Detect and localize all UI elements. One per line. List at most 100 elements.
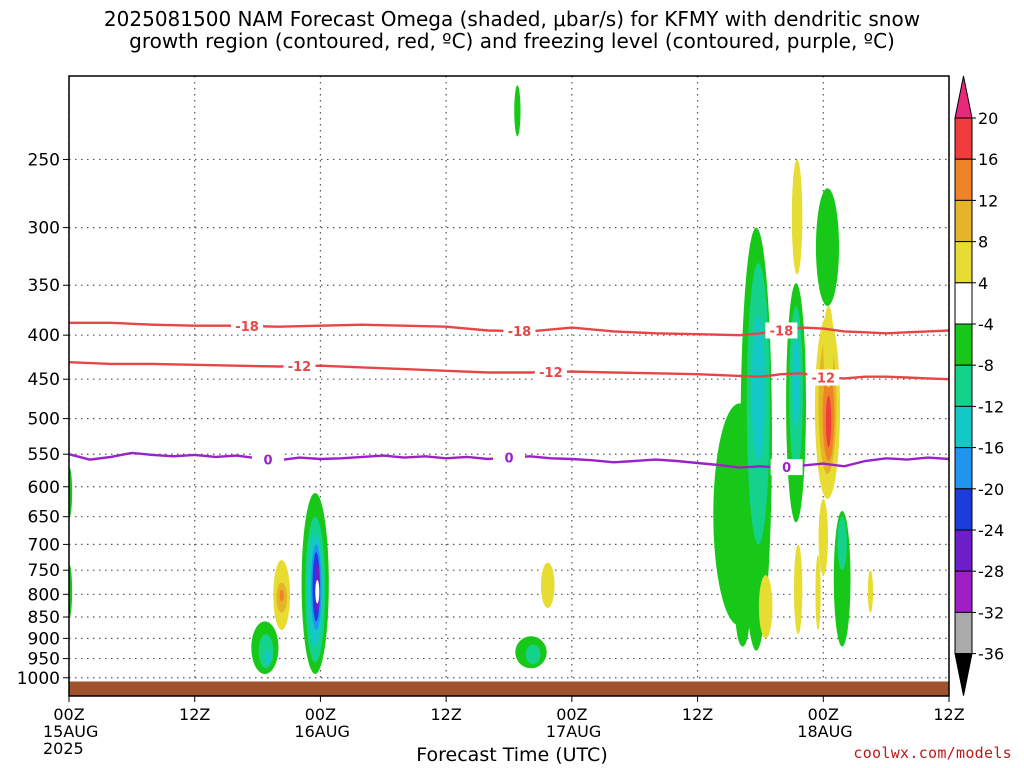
contour-label: 0 (782, 461, 791, 476)
contour-label-bg (770, 459, 803, 476)
ground-fill (69, 681, 949, 696)
contour-label: -12 (288, 360, 312, 375)
x-tick-label: 00Z (808, 705, 839, 724)
x-tick-label: 12Z (430, 705, 461, 724)
colorbar-swatch (954, 529, 973, 572)
y-tick-label: 500 (28, 410, 60, 430)
colorbar-cap-bottom (954, 653, 973, 696)
colorbar-swatch (954, 282, 973, 325)
colorbar-label: -36 (978, 645, 1004, 664)
chart-title-line-2: growth region (contoured, red, ºC) and f… (129, 29, 895, 53)
colorbar-swatch (954, 611, 973, 655)
y-tick-label: 400 (28, 326, 60, 346)
omega-cell (791, 159, 803, 275)
omega-cell (818, 499, 828, 576)
contour-label: -12 (812, 372, 836, 387)
omega-cell (758, 575, 773, 639)
colorbar-label: -8 (978, 356, 994, 375)
contour-label: -18 (770, 324, 794, 339)
contour-label-bg (283, 358, 316, 375)
y-tick-label: 950 (28, 650, 60, 670)
y-tick-label: 850 (28, 608, 60, 628)
y-tick-label: 550 (28, 445, 60, 465)
y-axis: 2503003504004505005506006507007508008509… (17, 150, 69, 689)
contour-label-bg (534, 364, 567, 381)
omega-cell (258, 634, 274, 669)
chart-title-line-1: 2025081500 NAM Forecast Omega (shaded, μ… (103, 7, 921, 31)
omega-cell (69, 467, 73, 517)
colorbar-label: -12 (978, 397, 1004, 416)
contours: -18 -18 -18 -12 -12 -12 0 0 0 (69, 317, 949, 476)
contour-label: -12 (539, 366, 563, 381)
colorbar-swatch (954, 488, 973, 531)
contour-label: 0 (264, 453, 273, 468)
contour-label-bg (231, 317, 264, 334)
colorbar-label: 16 (978, 150, 998, 169)
x-tick-label: 16AUG (294, 722, 349, 741)
y-tick-label: 750 (28, 561, 60, 581)
colorbar-swatch (954, 447, 973, 490)
x-tick-label: 00Z (556, 705, 587, 724)
contour-label-bg (765, 322, 798, 339)
colorbar-swatch (954, 364, 973, 407)
omega-cell (825, 395, 832, 448)
y-tick-label: 600 (28, 478, 60, 498)
x-tick-label: 17AUG (546, 722, 601, 741)
contour-label: 0 (504, 452, 513, 467)
x-tick-label: 00Z (305, 705, 336, 724)
y-tick-label: 800 (28, 585, 60, 605)
y-tick-label: 450 (28, 370, 60, 390)
omega-cell (69, 565, 73, 617)
omega-cell (735, 575, 750, 647)
y-tick-label: 350 (28, 276, 60, 296)
colorbar-swatch (954, 405, 973, 449)
colorbar: 20 16 12 8 4 -4 -8 -12 -16 -20 -24 -28 -32 -36 (954, 75, 1004, 696)
colorbar-swatch (954, 158, 973, 201)
omega-cell (514, 85, 521, 137)
y-tick-label: 900 (28, 629, 60, 649)
omega-cell (279, 589, 284, 602)
x-tick-label: 12Z (933, 705, 964, 724)
contour-label: -18 (235, 320, 259, 335)
colorbar-swatch (954, 323, 973, 366)
colorbar-label: -32 (978, 603, 1004, 622)
colorbar-label: 8 (978, 233, 988, 252)
plot-frame (68, 75, 950, 697)
colorbar-cap-top (954, 75, 973, 119)
y-tick-label: 300 (28, 219, 60, 239)
omega-cell (837, 516, 847, 571)
y-tick-label: 650 (28, 508, 60, 528)
x-tick-label: 2025 (43, 739, 84, 758)
colorbar-label: -16 (978, 439, 1004, 458)
colorbar-label: 4 (978, 274, 988, 293)
x-tick-label: 12Z (682, 705, 713, 724)
omega-cell (540, 562, 555, 609)
x-tick-label: 15AUG (43, 722, 98, 741)
y-tick-label: 700 (28, 535, 60, 555)
contour-label-bg (252, 451, 285, 468)
omega-cell (525, 644, 541, 665)
colorbar-label: -4 (978, 315, 994, 334)
omega-cell (751, 315, 766, 461)
colorbar-swatch (954, 241, 973, 284)
contour-label-bg (503, 323, 536, 340)
contour-label-bg (807, 369, 840, 386)
omega-cell (815, 188, 839, 307)
y-tick-label: 1000 (17, 669, 60, 689)
colorbar-label: -28 (978, 562, 1004, 581)
colorbar-swatch (954, 570, 973, 613)
colorbar-label: 20 (978, 109, 998, 128)
colorbar-swatch (954, 199, 973, 243)
omega-cell (815, 554, 821, 630)
contour-label: -18 (508, 325, 532, 340)
contour-line-minus12 (69, 361, 949, 381)
x-tick-label: 18AUG (797, 722, 852, 741)
credit-text[interactable]: coolwx.com/models (853, 744, 1012, 762)
colorbar-label: 12 (978, 191, 998, 210)
x-tick-label: 00Z (53, 705, 84, 724)
colorbar-swatch (954, 117, 973, 160)
y-tick-label: 250 (28, 150, 60, 170)
omega-cell (792, 335, 800, 426)
